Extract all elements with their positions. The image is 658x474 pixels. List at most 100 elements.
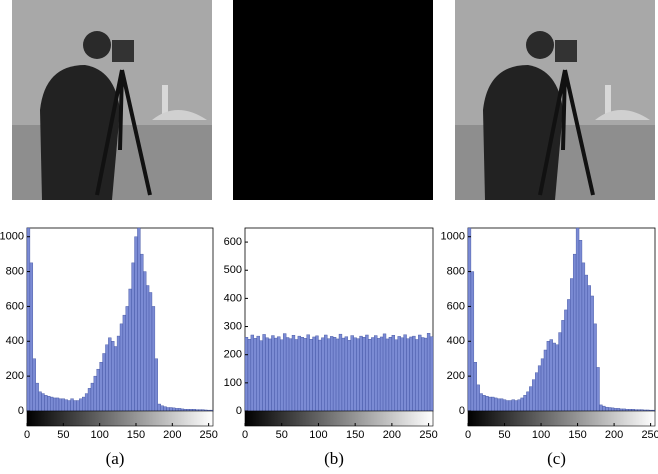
bar [546, 341, 551, 412]
x-tick-label: 50 [276, 429, 288, 441]
bar [344, 336, 349, 412]
bar [79, 398, 83, 412]
y-tick-label: 800 [6, 265, 24, 277]
bar [280, 339, 284, 412]
bar [87, 388, 92, 412]
bar [520, 397, 524, 412]
bar [356, 338, 360, 412]
bar [134, 236, 138, 412]
y-tick-label: 600 [447, 300, 465, 312]
bar [55, 397, 60, 412]
bar [140, 253, 144, 412]
bar [561, 320, 565, 412]
x-tick-label: 100 [532, 429, 550, 441]
bar [90, 382, 95, 412]
bar [50, 396, 54, 412]
bar [552, 342, 556, 412]
bar [581, 262, 586, 412]
bar [368, 339, 372, 412]
bar [84, 393, 89, 412]
bar [271, 335, 275, 412]
x-tick-label: 250 [419, 429, 437, 441]
bar [102, 353, 106, 412]
bar [505, 400, 510, 412]
bar [44, 395, 48, 412]
bar [274, 337, 278, 412]
bar [578, 239, 583, 412]
bar [277, 336, 281, 412]
bar [473, 362, 477, 412]
bar [590, 295, 594, 412]
bar [163, 406, 167, 412]
bar [421, 337, 425, 412]
bar [499, 398, 504, 412]
bar [549, 339, 553, 412]
bar [250, 334, 255, 412]
bar [567, 299, 571, 412]
bar [172, 407, 176, 412]
x-tick-label: 0 [242, 429, 248, 441]
bar [67, 400, 71, 412]
bar [38, 391, 42, 412]
bar [291, 335, 296, 412]
bar [570, 278, 574, 412]
bar [157, 403, 161, 412]
bar [376, 338, 381, 412]
bar [488, 396, 492, 412]
bar [113, 346, 118, 412]
bar [508, 400, 513, 412]
bar [426, 333, 431, 412]
bar [353, 337, 357, 412]
bar [613, 408, 618, 412]
bar [602, 405, 606, 412]
bar [125, 306, 129, 412]
bar [409, 336, 413, 412]
bar [365, 334, 369, 412]
bar [285, 337, 290, 412]
y-tick-label: 1000 [441, 231, 465, 243]
bar [529, 386, 533, 412]
bar [418, 334, 422, 412]
colorbar [467, 410, 656, 427]
image-original [10, 0, 214, 202]
bar [332, 337, 337, 412]
bar [391, 335, 396, 412]
caption: (c) [547, 449, 566, 468]
bar [599, 404, 603, 412]
bar [93, 375, 97, 412]
y-tick-label: 300 [224, 320, 242, 332]
bar [379, 336, 384, 412]
bar [99, 362, 103, 412]
bar [575, 227, 580, 412]
bar [514, 400, 518, 412]
bar [259, 340, 263, 412]
caption: (a) [106, 449, 125, 468]
bar [169, 407, 173, 412]
bar [265, 337, 269, 412]
bar [347, 340, 351, 412]
y-tick-label: 100 [224, 377, 242, 389]
x-tick-label: 250 [641, 429, 658, 441]
bar [596, 367, 600, 412]
y-tick-label: 200 [6, 370, 24, 382]
bar [415, 339, 419, 412]
bar [605, 406, 609, 412]
y-tick-label: 200 [224, 349, 242, 361]
bar [108, 337, 112, 412]
bar [593, 323, 597, 412]
bar [558, 332, 562, 412]
bar [52, 397, 57, 412]
bar [470, 271, 475, 412]
bar [406, 338, 410, 412]
bar [76, 400, 80, 412]
image-decrypted [453, 0, 657, 202]
bar [160, 405, 164, 412]
x-tick-label: 0 [465, 429, 471, 441]
bar [350, 335, 354, 412]
bar [154, 358, 158, 412]
bar [338, 333, 343, 412]
bar [502, 399, 507, 412]
y-tick-label: 600 [224, 236, 242, 248]
bar [116, 335, 121, 412]
bar [61, 398, 65, 412]
